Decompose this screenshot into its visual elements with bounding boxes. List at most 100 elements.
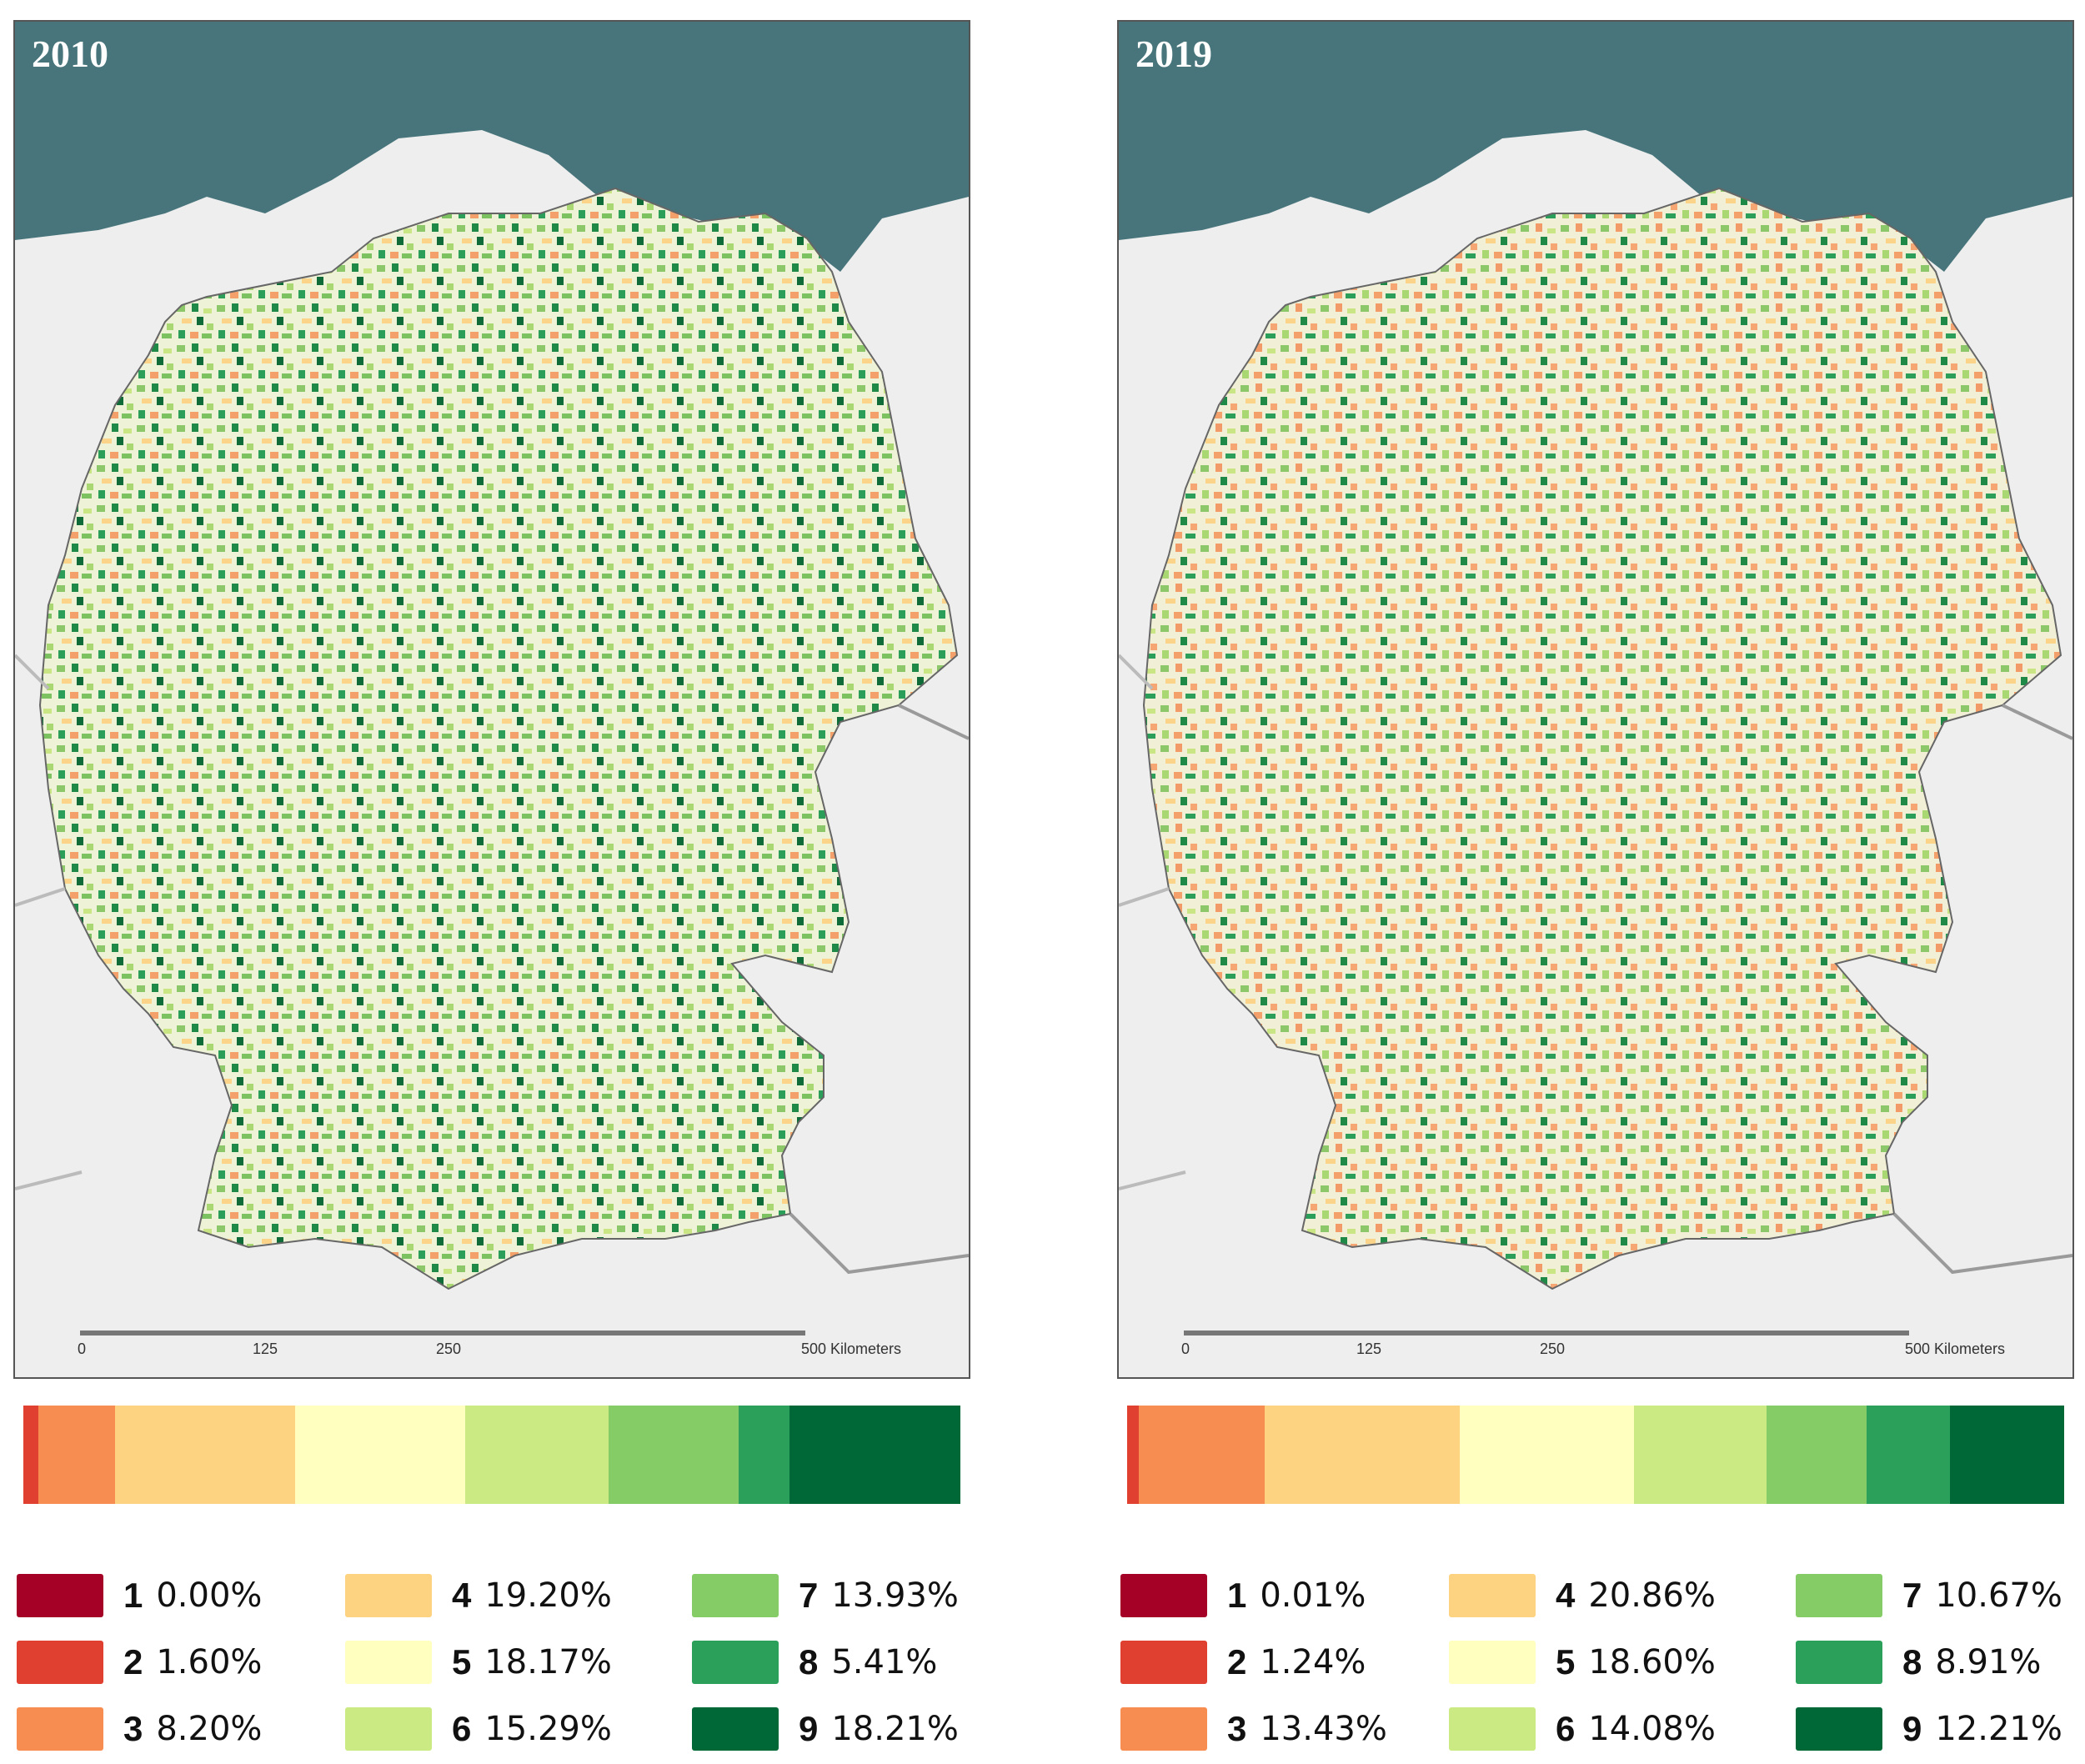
border-line-east xyxy=(2002,704,2072,740)
legend-class-percent: 13.93% xyxy=(831,1576,959,1615)
scale-label-500: 500 Kilometers xyxy=(1904,1341,2006,1357)
scale-bar xyxy=(80,1331,805,1336)
strip-segment-class-2 xyxy=(23,1406,38,1504)
legend-swatch xyxy=(692,1707,779,1751)
legend-class-number: 6 xyxy=(1556,1709,1576,1748)
legend: 1 0.01% 2 1.24% 3 13.43% 4 20.86% 5 18.60% 6 14.08%… xyxy=(1120,1572,2084,1764)
legend-class-percent: 5.41% xyxy=(831,1643,938,1681)
strip-segment-class-8 xyxy=(1866,1406,1950,1504)
strip-segment-class-4 xyxy=(1264,1406,1461,1504)
legend-item-class-6: 6 15.29% xyxy=(345,1706,612,1752)
legend-class-percent: 8.91% xyxy=(1935,1643,2042,1681)
legend-class-number: 4 xyxy=(452,1576,472,1615)
legend-swatch xyxy=(17,1574,103,1617)
legend-class-percent: 14.08% xyxy=(1588,1710,1716,1748)
legend-item-class-8: 8 5.41% xyxy=(692,1639,937,1686)
legend-class-percent: 1.24% xyxy=(1260,1643,1366,1681)
scale-label-0: 0 xyxy=(77,1341,87,1357)
year-label: 2019 xyxy=(1135,33,1212,75)
legend-class-number: 1 xyxy=(123,1576,143,1615)
legend-class-number: 1 xyxy=(1227,1576,1247,1615)
sea-north xyxy=(15,22,969,272)
legend-class-percent: 1.60% xyxy=(156,1643,263,1681)
border-line-south xyxy=(789,1212,969,1275)
map-frame: 2019 0 125 250 500 Kilometers xyxy=(1117,20,2074,1379)
legend-item-class-7: 7 10.67% xyxy=(1796,1572,2062,1619)
legend-class-percent: 13.43% xyxy=(1260,1710,1387,1748)
legend-class-percent: 20.86% xyxy=(1588,1576,1716,1615)
scale-label-125: 125 xyxy=(1356,1341,1382,1357)
strip-segment-class-3 xyxy=(38,1406,116,1504)
legend-swatch xyxy=(1796,1707,1882,1751)
legend-swatch xyxy=(17,1707,103,1751)
strip-segment-class-6 xyxy=(1634,1406,1767,1504)
proportion-strip xyxy=(23,1406,960,1504)
map-frame: 2010 0 125 250 500 Kilometers xyxy=(13,20,970,1379)
legend-swatch xyxy=(345,1707,432,1751)
legend-item-class-1: 1 0.00% xyxy=(17,1572,262,1619)
legend-class-percent: 18.17% xyxy=(484,1643,612,1681)
strip-segment-class-5 xyxy=(294,1406,466,1504)
legend-class-percent: 10.67% xyxy=(1935,1576,2062,1615)
legend-class-percent: 0.00% xyxy=(156,1576,263,1615)
legend-class-number: 2 xyxy=(123,1642,143,1681)
legend: 1 0.00% 2 1.60% 3 8.20% 4 19.20% 5 18.17% 6 15.29% 7… xyxy=(17,1572,980,1764)
strip-segment-class-6 xyxy=(465,1406,609,1504)
legend-swatch xyxy=(345,1574,432,1617)
legend-class-number: 8 xyxy=(799,1642,819,1681)
legend-swatch xyxy=(17,1641,103,1684)
panel-2019: 2019 0 125 250 500 Kilometers 1 0.01% 2 1.2… xyxy=(1117,0,2084,1764)
legend-swatch xyxy=(1796,1641,1882,1684)
strip-segment-class-7 xyxy=(1766,1406,1867,1504)
legend-item-class-3: 3 8.20% xyxy=(17,1706,262,1752)
sea-north xyxy=(1119,22,2072,272)
strip-segment-class-5 xyxy=(1460,1406,1635,1504)
legend-swatch xyxy=(1449,1574,1536,1617)
legend-class-number: 3 xyxy=(1227,1709,1247,1748)
legend-swatch xyxy=(1449,1641,1536,1684)
legend-item-class-3: 3 13.43% xyxy=(1120,1706,1387,1752)
legend-swatch xyxy=(1796,1574,1882,1617)
legend-class-percent: 15.29% xyxy=(484,1710,612,1748)
legend-swatch xyxy=(692,1574,779,1617)
legend-class-number: 2 xyxy=(1227,1642,1247,1681)
legend-class-number: 6 xyxy=(452,1709,472,1748)
border-line-west xyxy=(1119,654,1186,1190)
legend-swatch xyxy=(1120,1574,1207,1617)
legend-swatch xyxy=(1120,1707,1207,1751)
border-line-east xyxy=(898,704,969,740)
legend-item-class-5: 5 18.60% xyxy=(1449,1639,1716,1686)
legend-class-percent: 18.60% xyxy=(1588,1643,1716,1681)
legend-item-class-4: 4 20.86% xyxy=(1449,1572,1716,1619)
germany-land xyxy=(38,187,959,1290)
scale-label-125: 125 xyxy=(252,1341,278,1357)
legend-class-percent: 18.21% xyxy=(831,1710,959,1748)
scale-bar xyxy=(1184,1331,1909,1336)
legend-item-class-8: 8 8.91% xyxy=(1796,1639,2041,1686)
border-line-south xyxy=(1892,1212,2072,1275)
scale-label-0: 0 xyxy=(1180,1341,1190,1357)
legend-class-percent: 19.20% xyxy=(484,1576,612,1615)
legend-swatch xyxy=(345,1641,432,1684)
legend-item-class-6: 6 14.08% xyxy=(1449,1706,1716,1752)
proportion-strip xyxy=(1127,1406,2064,1504)
legend-item-class-9: 9 18.21% xyxy=(692,1706,959,1752)
panel-2010: 2010 0 125 250 500 Kilometers 1 0.00% 2 1.6… xyxy=(13,0,980,1764)
legend-class-percent: 8.20% xyxy=(156,1710,263,1748)
legend-swatch xyxy=(1449,1707,1536,1751)
scale-label-500: 500 Kilometers xyxy=(800,1341,902,1357)
legend-class-number: 9 xyxy=(799,1709,819,1748)
legend-item-class-9: 9 12.21% xyxy=(1796,1706,2062,1752)
border-line-west xyxy=(15,654,83,1190)
strip-segment-class-7 xyxy=(608,1406,739,1504)
scale-label-250: 250 xyxy=(435,1341,462,1357)
map-svg xyxy=(15,22,969,1336)
legend-class-number: 5 xyxy=(1556,1642,1576,1681)
legend-class-number: 9 xyxy=(1902,1709,1922,1748)
legend-item-class-2: 2 1.24% xyxy=(1120,1639,1366,1686)
strip-segment-class-9 xyxy=(789,1406,960,1504)
strip-segment-class-3 xyxy=(1139,1406,1265,1504)
strip-segment-class-2 xyxy=(1127,1406,1140,1504)
legend-class-number: 5 xyxy=(452,1642,472,1681)
legend-class-percent: 0.01% xyxy=(1260,1576,1366,1615)
